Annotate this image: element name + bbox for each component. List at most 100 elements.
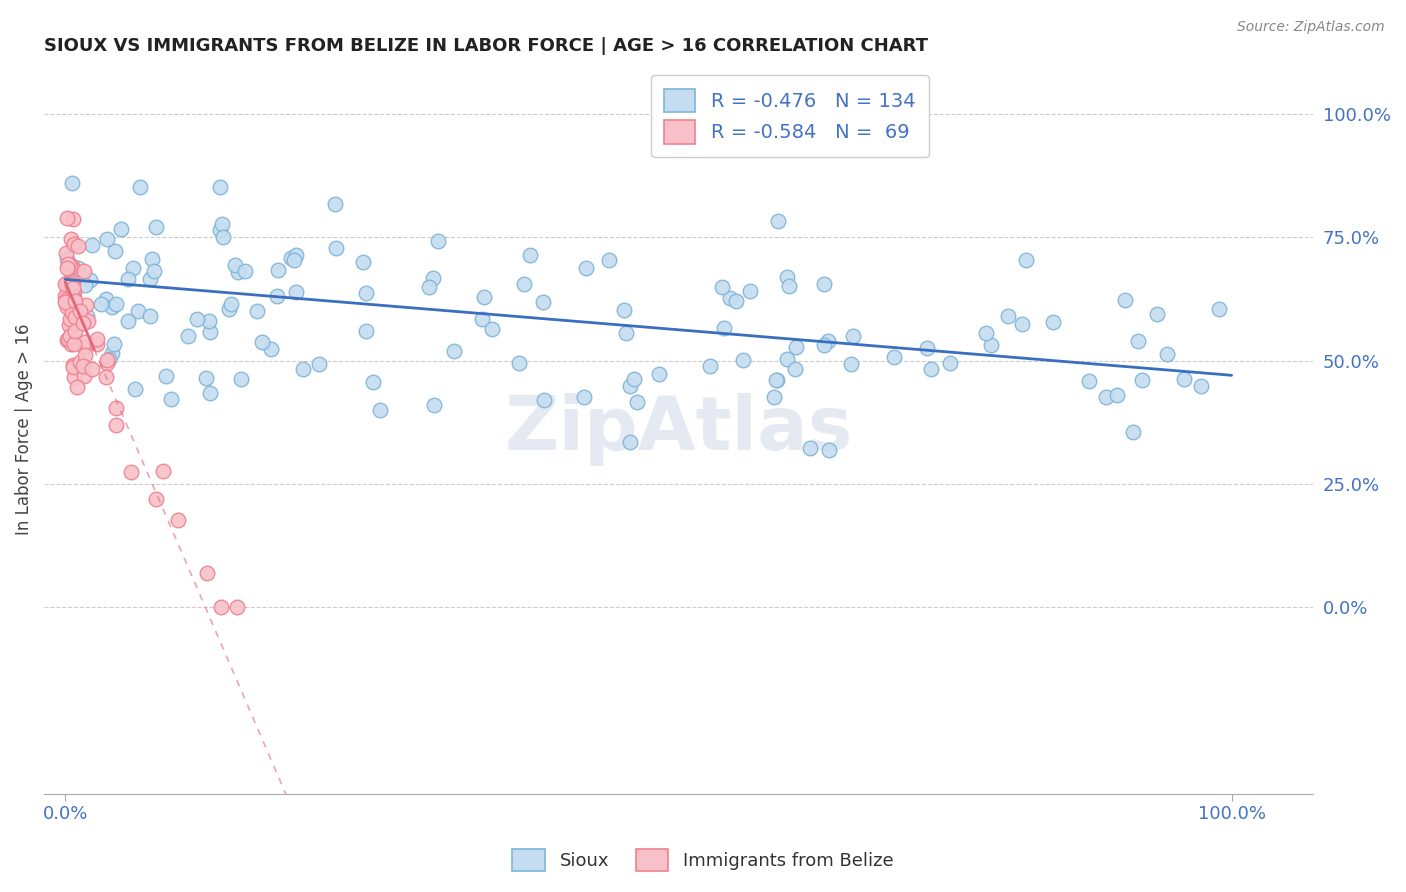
Point [920,361,942,376]
Point [613,302,636,317]
Point [267,263,290,277]
Point [531,294,554,309]
Point [194,371,217,385]
Point [198,314,221,328]
Point [65,310,87,324]
Point [619,379,641,393]
Point [427,234,450,248]
Point [62,291,84,305]
Point [1126,334,1149,348]
Point [152,464,174,478]
Point [619,434,641,449]
Point [839,357,862,371]
Point [1122,425,1144,439]
Point [141,252,163,266]
Point [623,372,645,386]
Point [250,334,273,349]
Point [56,277,79,291]
Point [75,298,97,312]
Point [56,333,79,347]
Point [121,260,143,275]
Point [110,222,132,236]
Point [97,351,120,366]
Point [120,466,142,480]
Point [225,599,247,614]
Point [56,289,79,303]
Point [229,371,252,385]
Point [1189,378,1212,392]
Point [66,239,89,253]
Point [80,238,103,252]
Point [765,373,787,387]
Point [711,280,734,294]
Point [100,301,122,315]
Point [226,265,249,279]
Point [285,285,308,299]
Point [423,398,446,412]
Point [352,255,374,269]
Point [1130,373,1153,387]
Point [63,285,86,300]
Point [62,275,84,289]
Point [76,309,98,323]
Point [974,326,997,340]
Point [198,385,221,400]
Point [572,390,595,404]
Point [60,262,83,277]
Point [76,313,98,327]
Point [60,277,83,291]
Point [105,418,128,433]
Point [778,278,800,293]
Point [738,284,761,298]
Point [443,343,465,358]
Point [713,321,735,335]
Point [117,314,139,328]
Point [96,353,118,368]
Point [104,244,127,259]
Point [69,303,91,318]
Point [69,355,91,369]
Point [212,229,235,244]
Point [762,390,785,404]
Point [813,277,835,292]
Point [418,280,440,294]
Point [72,316,94,330]
Point [699,359,721,373]
Point [63,293,86,308]
Point [53,295,76,310]
Point [481,322,503,336]
Point [218,301,240,316]
Point [59,329,82,343]
Point [62,211,84,226]
Point [177,329,200,343]
Point [62,236,84,251]
Point [60,337,83,351]
Point [842,328,865,343]
Point [105,401,128,416]
Point [224,258,246,272]
Point [62,337,84,351]
Point [1095,391,1118,405]
Text: SIOUX VS IMMIGRANTS FROM BELIZE IN LABOR FORCE | AGE > 16 CORRELATION CHART: SIOUX VS IMMIGRANTS FROM BELIZE IN LABOR… [44,37,928,55]
Point [55,290,77,304]
Point [96,356,118,370]
Point [370,403,392,417]
Point [75,334,97,349]
Point [167,513,190,527]
Point [56,301,79,315]
Point [1156,347,1178,361]
Point [59,285,82,299]
Point [513,277,536,291]
Point [980,338,1002,352]
Point [1107,388,1129,402]
Point [765,373,787,387]
Point [939,356,962,370]
Point [785,340,807,354]
Point [235,264,257,278]
Point [1146,307,1168,321]
Point [471,311,494,326]
Point [66,380,89,394]
Point [129,179,152,194]
Point [361,375,384,389]
Point [626,395,648,409]
